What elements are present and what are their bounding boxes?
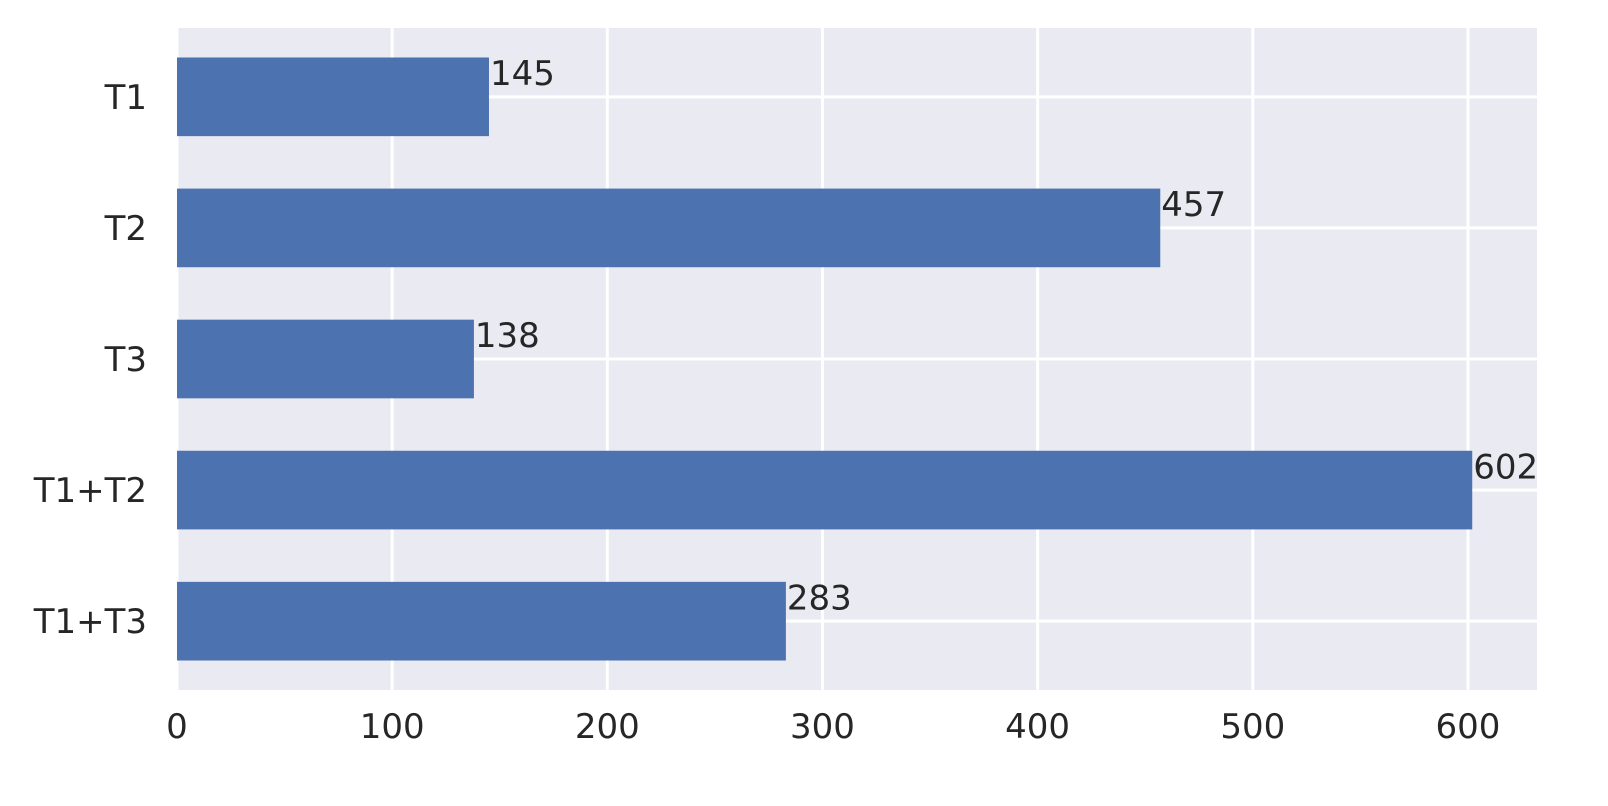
value-label: 602: [1473, 447, 1538, 487]
value-label: 145: [490, 54, 555, 94]
x-tick-label: 400: [1005, 707, 1070, 747]
x-tick-label: 300: [790, 707, 855, 747]
y-tick-label: T1+T3: [33, 602, 147, 642]
bar: [177, 319, 474, 399]
bar: [177, 188, 1161, 268]
bar: [177, 450, 1473, 530]
y-tick-label: T2: [104, 209, 147, 249]
y-tick-label: T3: [104, 340, 147, 380]
value-label: 138: [475, 316, 540, 356]
x-tick-label: 0: [166, 707, 188, 747]
value-label: 457: [1161, 185, 1226, 225]
y-tick-label: T1+T2: [33, 471, 147, 511]
x-tick-label: 600: [1435, 707, 1500, 747]
bar: [177, 57, 489, 137]
x-tick-label: 500: [1220, 707, 1285, 747]
value-label: 283: [787, 578, 852, 618]
y-tick-label: T1: [104, 78, 147, 118]
bar: [177, 581, 786, 661]
x-tick-label: 200: [575, 707, 640, 747]
x-tick-label: 100: [360, 707, 425, 747]
